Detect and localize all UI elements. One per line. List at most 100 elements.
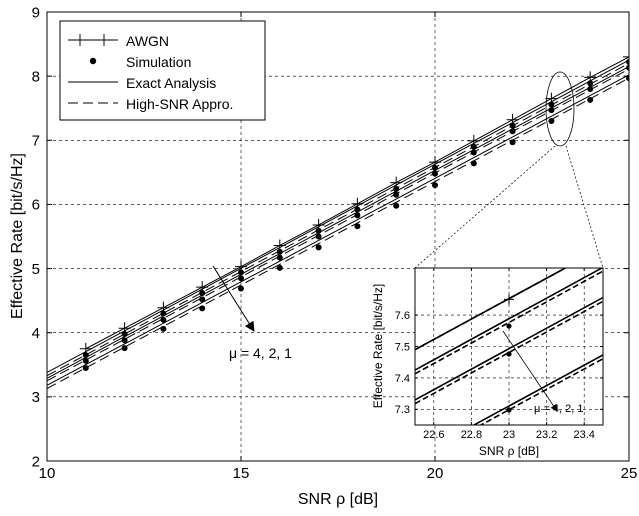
main-plot-frame bbox=[46, 11, 630, 462]
dot-marker bbox=[626, 59, 629, 66]
dot-marker bbox=[354, 223, 361, 230]
x-tick-label: 10 bbox=[39, 465, 56, 482]
dot-marker bbox=[509, 139, 516, 146]
dot-marker bbox=[548, 107, 555, 114]
x-axis-label: SNR ρ [dB] bbox=[298, 491, 378, 508]
dot-marker bbox=[315, 244, 322, 251]
y-tick-label: 7 bbox=[32, 133, 40, 150]
series-8-dots bbox=[506, 351, 512, 357]
legend: AWGN Simulation Exact Analysis High-SNR … bbox=[59, 20, 266, 121]
plus-marker bbox=[623, 50, 629, 63]
y-tick-label: 7.5 bbox=[395, 341, 410, 353]
x-tick-label: 22.6 bbox=[423, 429, 444, 441]
legend-label-awgn: AWGN bbox=[126, 33, 169, 49]
legend-label-simulation: Simulation bbox=[126, 54, 191, 70]
dot-marker bbox=[509, 128, 516, 135]
y-tick-label: 6 bbox=[32, 197, 40, 214]
dot-marker bbox=[548, 101, 555, 108]
dot-marker bbox=[506, 407, 512, 413]
inset-mu-annotation: μ = 4, 2, 1 bbox=[534, 403, 583, 415]
y-tick-label: 2 bbox=[32, 453, 40, 470]
legend-box bbox=[59, 20, 266, 121]
dot-marker bbox=[506, 323, 512, 329]
inset-y-axis-label: Effective Rate [bit/s/Hz] bbox=[371, 284, 385, 409]
legend-entry-awgn: AWGN bbox=[68, 33, 169, 49]
legend-label-exact: Exact Analysis bbox=[126, 75, 216, 91]
series-4-solid bbox=[47, 66, 629, 379]
series-1-solid bbox=[47, 59, 629, 373]
x-tick-label: 22.8 bbox=[461, 429, 482, 441]
dot-marker bbox=[587, 80, 594, 87]
series-line bbox=[472, 354, 603, 425]
series-9-dots bbox=[82, 75, 629, 371]
series-line bbox=[415, 268, 603, 371]
dot-marker bbox=[548, 118, 555, 125]
series-9-solid bbox=[472, 354, 603, 425]
y-tick-label: 4 bbox=[32, 325, 40, 342]
dot-marker bbox=[470, 149, 477, 156]
plus-marker bbox=[504, 294, 514, 305]
dot-marker bbox=[432, 182, 438, 189]
x-tick-label: 15 bbox=[233, 465, 250, 482]
y-tick-label: 3 bbox=[32, 389, 40, 406]
dot-marker bbox=[121, 337, 128, 344]
dot-marker bbox=[238, 275, 244, 282]
inset-series bbox=[415, 268, 603, 425]
legend-plus-marker bbox=[74, 34, 110, 46]
legend-entry-highsnr: High-SNR Appro. bbox=[68, 96, 233, 112]
dot-marker bbox=[160, 316, 167, 323]
dot-marker bbox=[587, 85, 594, 92]
dot-marker bbox=[587, 96, 594, 103]
zoom-leader-left bbox=[414, 145, 556, 269]
x-tick-label: 23 bbox=[503, 429, 515, 441]
series-8-dashed bbox=[47, 77, 629, 389]
dot-marker bbox=[393, 191, 400, 198]
series-line bbox=[47, 77, 629, 389]
series-7-solid bbox=[47, 74, 629, 386]
x-tick-label: 25 bbox=[621, 465, 638, 482]
series-line bbox=[47, 66, 629, 379]
dot-marker bbox=[432, 170, 438, 177]
inset-chart: 22.6 22.8 23 23.2 23.4 7.3 7.4 7.5 7.6 SNR ρ [dB… bbox=[371, 267, 604, 458]
dot-marker bbox=[315, 233, 322, 240]
dot-marker bbox=[276, 248, 283, 255]
inset-x-axis-label: SNR ρ [dB] bbox=[479, 444, 539, 458]
series-line bbox=[47, 62, 629, 377]
series-line bbox=[415, 296, 603, 401]
dot-marker bbox=[276, 264, 283, 271]
legend-label-highsnr: High-SNR Appro. bbox=[126, 96, 233, 112]
legend-dot-marker bbox=[89, 57, 97, 65]
dot-marker bbox=[82, 364, 89, 371]
zoom-ellipse bbox=[545, 71, 575, 147]
y-tick-label: 8 bbox=[32, 68, 40, 85]
x-tick-label: 23.2 bbox=[536, 429, 557, 441]
inset-mu-arrow bbox=[502, 330, 558, 412]
dot-marker bbox=[509, 122, 516, 129]
dot-marker bbox=[393, 202, 400, 209]
legend-entry-simulation: Simulation bbox=[89, 54, 191, 70]
dot-marker bbox=[199, 296, 206, 303]
y-axis-label: Effective Rate [bit/s/Hz] bbox=[9, 153, 26, 319]
dot-marker bbox=[238, 285, 244, 292]
dot-marker bbox=[626, 64, 629, 71]
mu-annotation: μ = 4, 2, 1 bbox=[229, 345, 292, 361]
y-tick-label: 7.6 bbox=[395, 310, 410, 322]
series-6-dots bbox=[82, 64, 629, 364]
dot-marker bbox=[121, 345, 128, 352]
x-tick-label: 23.4 bbox=[573, 429, 594, 441]
inset-ticks: 22.6 22.8 23 23.2 23.4 7.3 7.4 7.5 7.6 bbox=[395, 268, 603, 441]
y-tick-label: 7.4 bbox=[395, 373, 410, 385]
series-2-plus bbox=[504, 294, 514, 305]
series-11-dots bbox=[506, 407, 512, 413]
dot-marker bbox=[160, 325, 167, 332]
dot-marker bbox=[199, 305, 206, 312]
series-5-dashed bbox=[47, 68, 629, 382]
mu-arrow bbox=[212, 265, 255, 332]
zoom-leader-right bbox=[565, 145, 604, 269]
series-6-solid bbox=[415, 296, 603, 401]
series-line bbox=[47, 59, 629, 373]
dot-marker bbox=[506, 351, 512, 357]
dot-marker bbox=[470, 143, 477, 150]
